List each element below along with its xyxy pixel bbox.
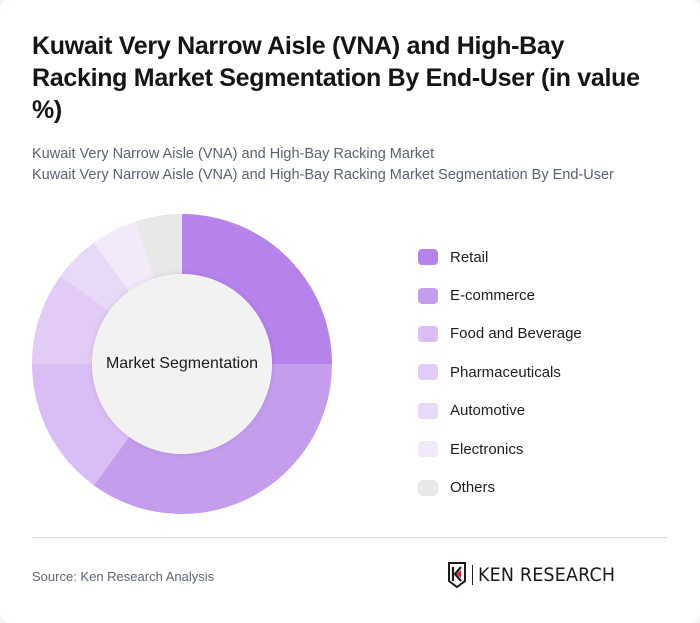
donut-segment-electronics[interactable]: [93, 221, 155, 292]
donut-segment-food-and-beverage[interactable]: [32, 364, 130, 486]
donut-segment-automotive[interactable]: [60, 242, 130, 312]
legend-label: Food and Beverage: [450, 325, 582, 343]
logo-wordmark: KEN RESEARCH: [478, 564, 616, 586]
legend-swatch-pharmaceuticals: [418, 364, 438, 381]
legend-item-e-commerce[interactable]: E-commerce: [418, 276, 582, 314]
ken-research-shield-icon: [448, 562, 466, 588]
chart-subtitle-1: Kuwait Very Narrow Aisle (VNA) and High-…: [32, 146, 435, 162]
legend-label: E-commerce: [450, 287, 536, 305]
legend-item-electronics[interactable]: Electronics: [418, 430, 582, 468]
legend-swatch-electronics: [418, 441, 438, 458]
donut-segment-retail[interactable]: [182, 214, 332, 364]
legend-item-retail[interactable]: Retail: [418, 238, 582, 276]
donut-center: [92, 274, 272, 454]
ken-research-logo: KEN RESEARCH: [447, 562, 627, 588]
legend-swatch-others: [418, 479, 438, 496]
footer-divider: [32, 537, 668, 538]
legend-label: Retail: [450, 248, 489, 266]
chart-legend: Retail E-commerce Food and Beverage Phar…: [418, 238, 582, 507]
donut-chart-svg: [32, 214, 332, 514]
logo-divider: [472, 565, 473, 585]
legend-label: Electronics: [450, 440, 524, 458]
legend-item-pharmaceuticals[interactable]: Pharmaceuticals: [418, 353, 582, 391]
donut-segment-e-commerce[interactable]: [93, 364, 332, 514]
legend-swatch-retail: [418, 249, 438, 266]
chart-subtitle-2: Kuwait Very Narrow Aisle (VNA) and High-…: [32, 167, 614, 183]
legend-swatch-automotive: [418, 402, 438, 419]
legend-label: Others: [450, 479, 496, 497]
legend-item-others[interactable]: Others: [418, 468, 582, 506]
legend-swatch-e-commerce: [418, 287, 438, 304]
legend-swatch-food-and-beverage: [418, 325, 438, 342]
legend-label: Automotive: [450, 402, 526, 420]
donut-segment-pharmaceuticals[interactable]: [32, 275, 110, 364]
donut-chart: Market Segmentation: [32, 214, 332, 514]
legend-label: Pharmaceuticals: [450, 363, 561, 381]
donut-segment-others[interactable]: [135, 214, 182, 279]
chart-title: Kuwait Very Narrow Aisle (VNA) and High-…: [32, 32, 640, 124]
legend-item-automotive[interactable]: Automotive: [418, 392, 582, 430]
legend-item-food-and-beverage[interactable]: Food and Beverage: [418, 315, 582, 353]
source-note: Source: Ken Research Analysis: [32, 569, 215, 584]
